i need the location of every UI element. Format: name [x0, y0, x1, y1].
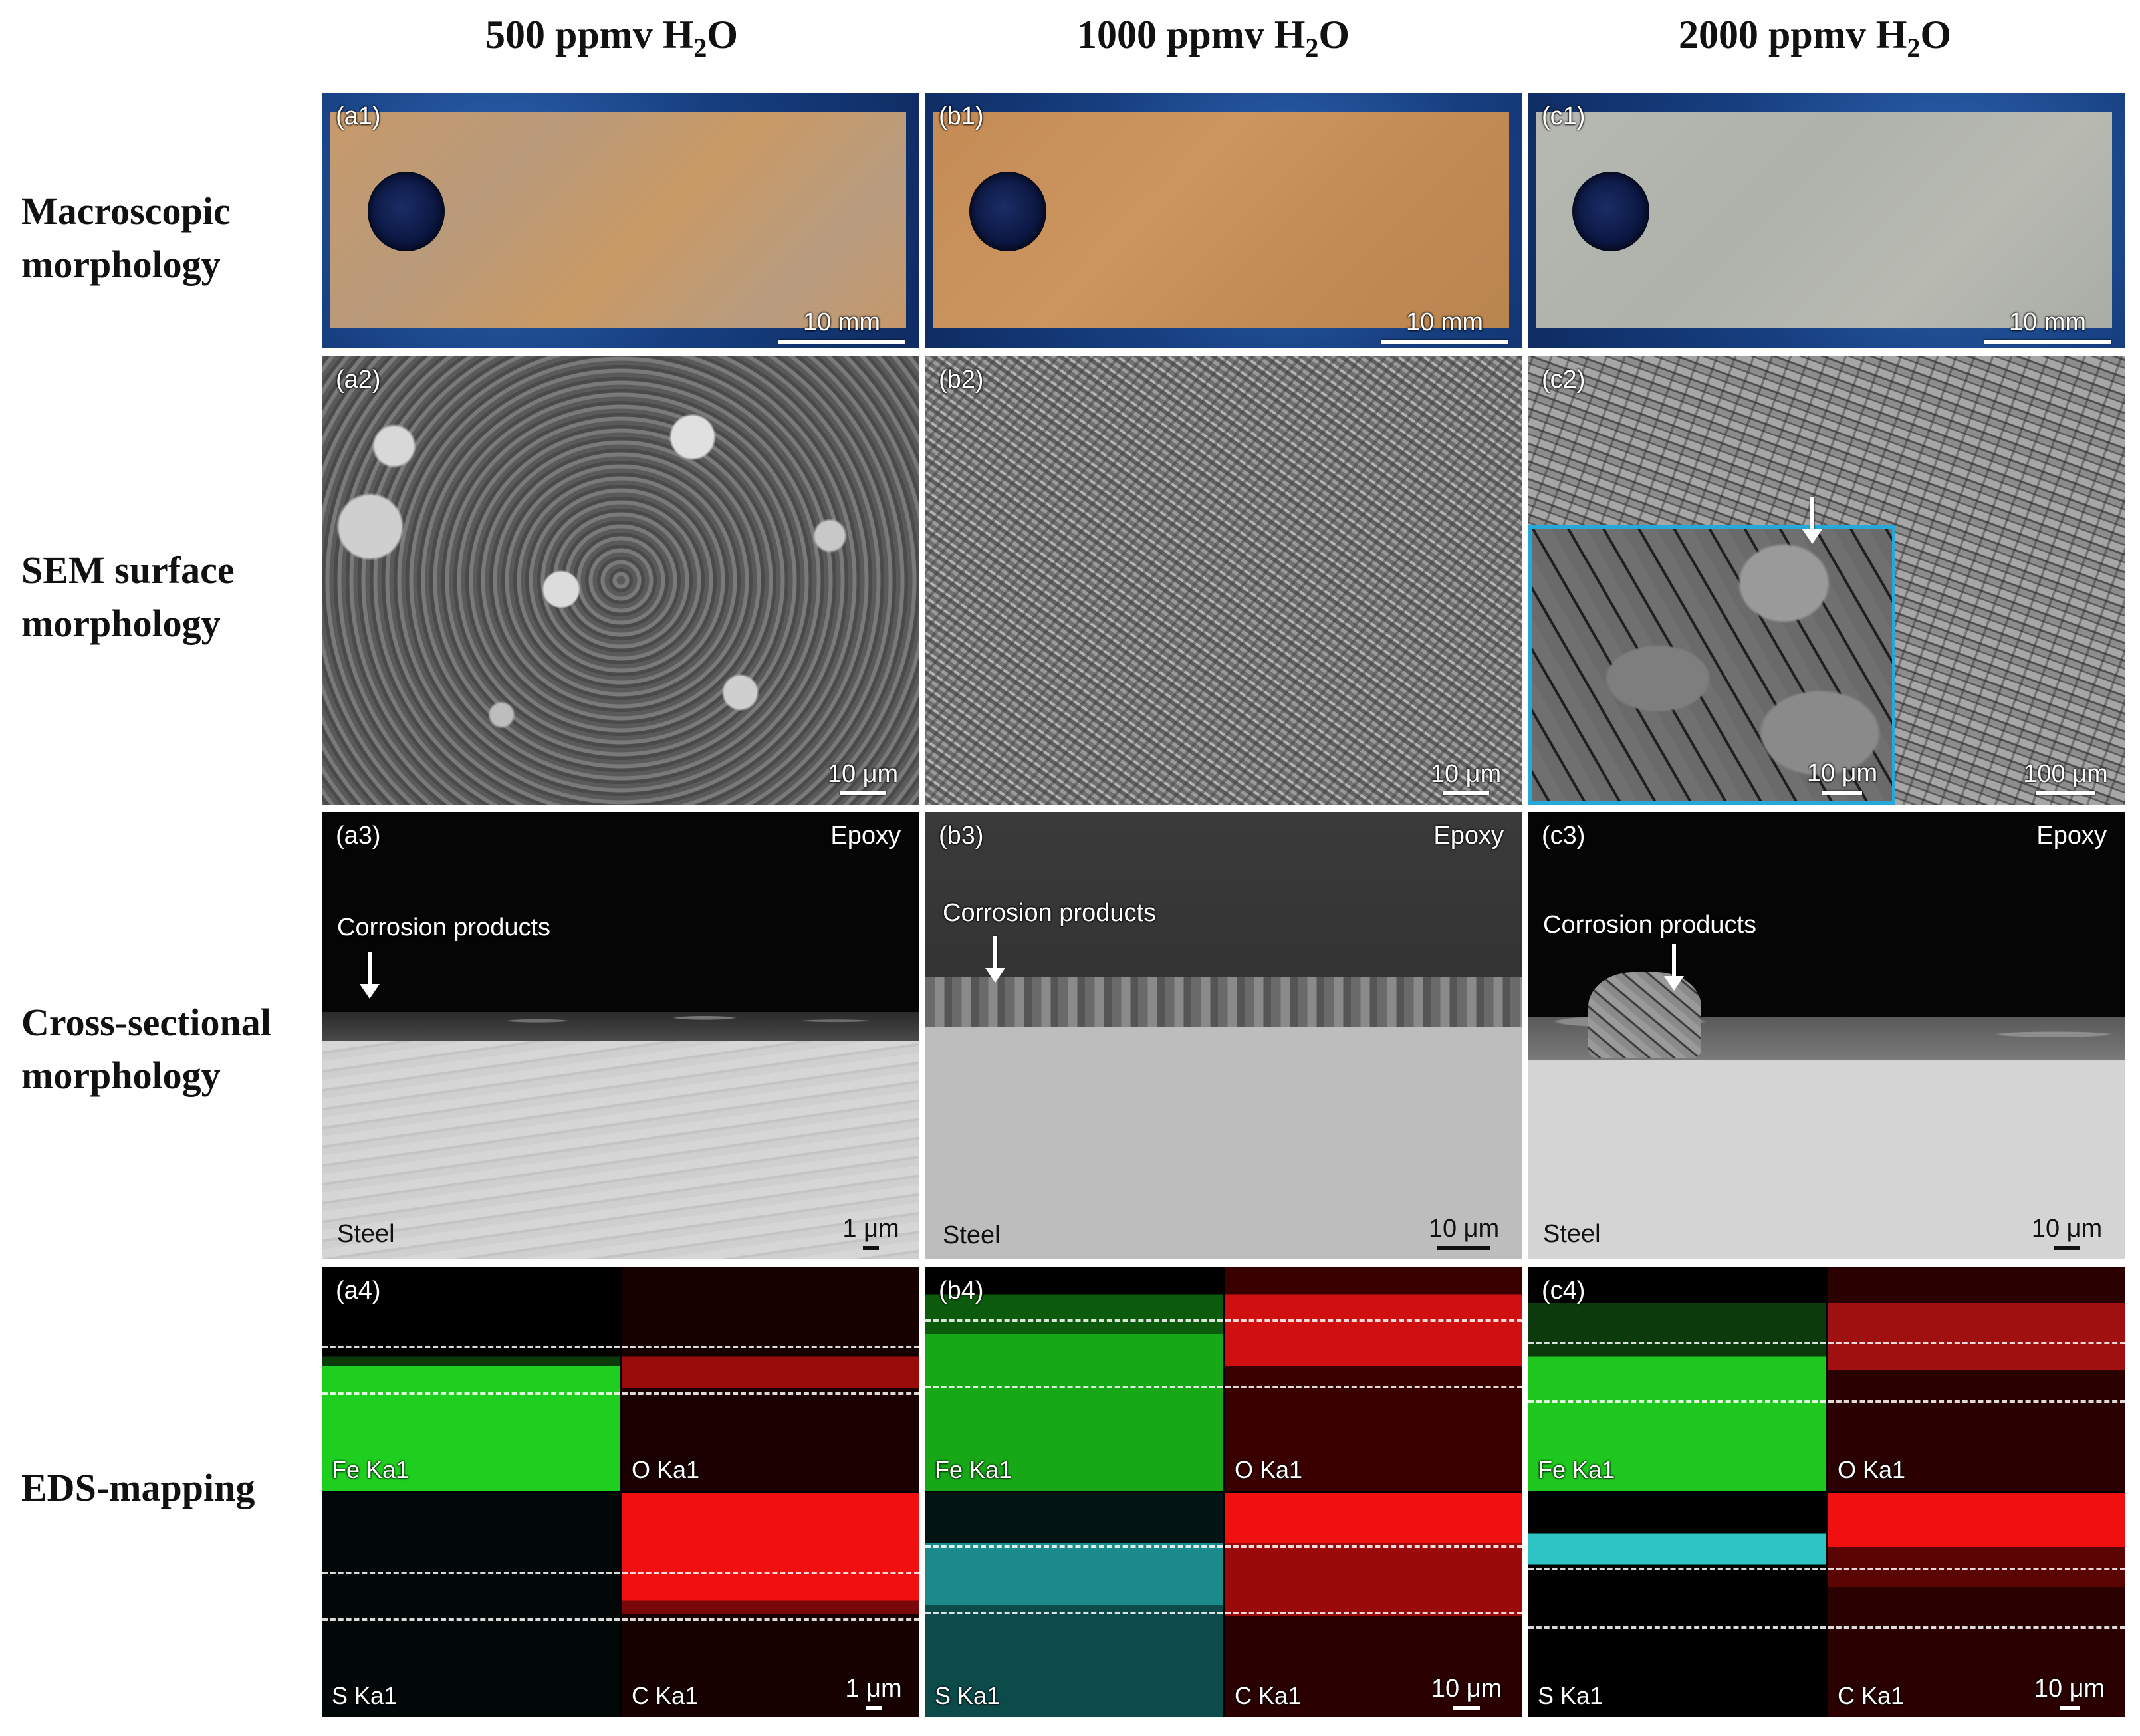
column-header-500: 500 ppmv H2O: [485, 13, 739, 62]
inset-arrow: [1802, 497, 1822, 544]
steel-region: [925, 1024, 1522, 1259]
scale-bar: 10 mm: [1381, 309, 1508, 344]
corrosion-products-label: Corrosion products: [943, 899, 1157, 927]
eds-s-map: S Ka1: [925, 1493, 1223, 1717]
corrosion-products-label: Corrosion products: [1543, 911, 1757, 939]
row-label-cross-section: Cross-sectional morphology: [21, 1001, 271, 1097]
corrosion-arrow: [360, 952, 380, 999]
macro-panel-b1: (b1) 10 mm: [925, 93, 1522, 348]
sem-inset: 10 μm: [1528, 525, 1895, 805]
eds-o-map: O Ka1: [622, 1267, 919, 1491]
macro-panel-c1: (c1) 10 mm: [1528, 93, 2125, 348]
sample-hole: [368, 172, 445, 251]
sem-panel-a2: (a2) 10 μm: [322, 356, 919, 805]
panel-label: (c1): [1542, 102, 1586, 130]
panel-label: (a1): [336, 102, 381, 130]
corrosion-arrow: [985, 936, 1005, 983]
steel-label: Steel: [337, 1220, 395, 1248]
sem-panel-b2: (b2) 10 μm: [925, 356, 1522, 805]
eds-o-map: O Ka1: [1225, 1267, 1522, 1491]
macro-panel-a1: (a1) 10 mm: [322, 93, 919, 348]
column-header-1000: 1000 ppmv H2O: [1076, 13, 1350, 62]
eds-o-map: O Ka1: [1828, 1267, 2125, 1491]
scale-bar: 100 μm: [2019, 760, 2112, 795]
eds-c-map: C Ka1 10 μm: [1225, 1493, 1522, 1717]
cross-panel-a3: Epoxy (a3) Corrosion products Steel 1 μm: [322, 812, 919, 1259]
epoxy-label: Epoxy: [1433, 822, 1504, 850]
scale-bar: 10 μm: [826, 760, 899, 795]
eds-fe-map: Fe Ka1: [1528, 1267, 1826, 1491]
panel-label: (c4): [1542, 1277, 1586, 1304]
scale-bar: 10 mm: [1984, 309, 2111, 344]
sample-hole: [1572, 172, 1649, 251]
eds-fe-map: Fe Ka1: [925, 1267, 1223, 1491]
corrosion-products-label: Corrosion products: [337, 914, 551, 941]
steel-label: Steel: [1543, 1220, 1601, 1248]
corrosion-mound: [1588, 972, 1701, 1058]
corrosion-layer: [925, 977, 1522, 1027]
eds-s-map: S Ka1: [1528, 1493, 1826, 1717]
eds-panel-a4: Fe Ka1 O Ka1 S Ka1 C Ka1 1 μm (a4): [322, 1267, 919, 1717]
scale-bar: 10 μm: [1427, 1675, 1506, 1710]
epoxy-label: Epoxy: [2036, 822, 2107, 850]
sample-hole: [969, 172, 1046, 251]
sem-panel-c2: 10 μm (c2) 100 μm: [1528, 356, 2125, 805]
panel-label: (b1): [939, 102, 984, 130]
eds-fe-map: Fe Ka1: [322, 1267, 620, 1491]
epoxy-label: Epoxy: [830, 822, 901, 850]
texture: [925, 356, 1522, 805]
row-label-sem: SEM surface morphology: [21, 549, 235, 645]
scale-bar: 1 μm: [841, 1215, 901, 1250]
steel-region: [322, 1039, 919, 1259]
scale-bar: 10 mm: [778, 309, 905, 344]
row-label-macroscopic: Macroscopic morphology: [21, 189, 231, 286]
eds-s-map: S Ka1: [322, 1493, 620, 1717]
corrosion-layer: [322, 1012, 919, 1041]
eds-panel-c4: Fe Ka1 O Ka1 S Ka1 C Ka1 10 μm (c4): [1528, 1267, 2125, 1717]
panel-label: (b2): [939, 366, 984, 394]
scale-bar: 1 μm: [844, 1675, 903, 1710]
panel-label: (b4): [939, 1277, 984, 1304]
panel-label: (a2): [336, 366, 381, 394]
eds-c-map: C Ka1 1 μm: [622, 1493, 919, 1717]
eds-panel-b4: Fe Ka1 O Ka1 S Ka1 C Ka1 10 μm (b4): [925, 1267, 1522, 1717]
panel-label: (c2): [1542, 366, 1586, 394]
row-label-eds: EDS-mapping: [21, 1466, 255, 1509]
corrosion-arrow: [1664, 944, 1684, 991]
panel-label: (b3): [939, 822, 984, 850]
scale-bar: 10 μm: [1424, 1215, 1504, 1250]
inset-scale-bar: 10 μm: [1806, 759, 1879, 795]
steel-region: [1528, 1058, 2125, 1259]
eds-c-map: C Ka1 10 μm: [1828, 1493, 2125, 1717]
cross-panel-b3: Epoxy (b3) Corrosion products Steel 10 μ…: [925, 812, 1522, 1259]
scale-bar: 10 μm: [2030, 1675, 2109, 1710]
panel-label: (a4): [336, 1277, 381, 1304]
panel-label: (a3): [336, 822, 381, 850]
column-header-2000: 2000 ppmv H2O: [1678, 13, 1952, 62]
cross-panel-c3: Epoxy (c3) Corrosion products Steel 10 μ…: [1528, 812, 2125, 1259]
scale-bar: 10 μm: [1429, 760, 1502, 795]
steel-label: Steel: [943, 1221, 1001, 1249]
panel-label: (c3): [1542, 822, 1586, 850]
scale-bar: 10 μm: [2027, 1215, 2107, 1250]
